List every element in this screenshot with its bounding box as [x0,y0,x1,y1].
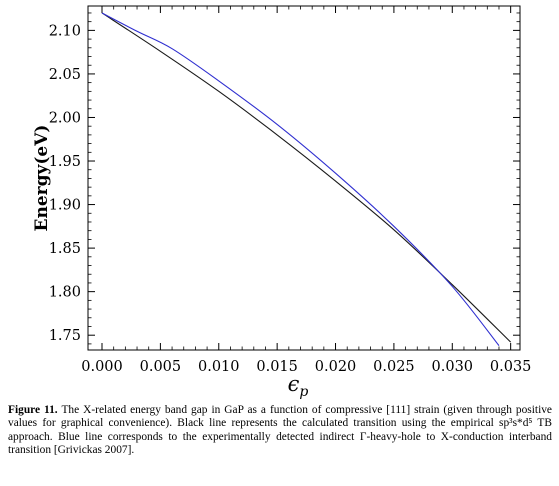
x-tick-label: 0.010 [198,359,240,375]
y-axis-label: Energy(eV) [32,125,52,232]
x-axis-label-subscript: p [299,384,308,400]
x-tick-label: 0.000 [81,359,123,375]
plot-frame [87,5,521,351]
x-tick-label: 0.025 [373,359,415,375]
y-tick-label: 1.80 [49,285,81,301]
y-tick-label: 2.05 [49,67,81,83]
caption-text: The X-related energy band gap in GaP as … [8,404,552,457]
y-tick-label: 1.75 [49,328,81,344]
series-line-black [101,12,512,343]
x-axis-label: ϵp [288,372,309,400]
y-tick-label: 2.00 [49,110,81,126]
series-line-blue [101,12,500,346]
tick-labels: 0.000 0.005 0.010 0.015 0.020 0.025 0.030 0.035… [49,23,532,375]
chart: 0.000 0.005 0.010 0.015 0.020 0.025 0.030 0.035… [32,5,532,400]
x-tick-label: 0.015 [256,359,298,375]
x-tick-label: 0.030 [432,359,474,375]
caption-label: Figure 11. [8,404,58,416]
x-tick-label: 0.005 [140,359,182,375]
ticks [88,6,520,350]
series-lines [101,12,512,346]
x-tick-label: 0.035 [490,359,532,375]
y-tick-label: 2.10 [49,23,81,39]
x-axis-label-symbol: ϵ [288,372,300,396]
figure-caption: Figure 11. The X-related energy band gap… [8,404,552,458]
y-tick-label: 1.90 [49,198,81,214]
x-tick-label: 0.020 [315,359,357,375]
y-tick-label: 1.95 [49,154,81,170]
y-tick-label: 1.85 [49,241,81,257]
